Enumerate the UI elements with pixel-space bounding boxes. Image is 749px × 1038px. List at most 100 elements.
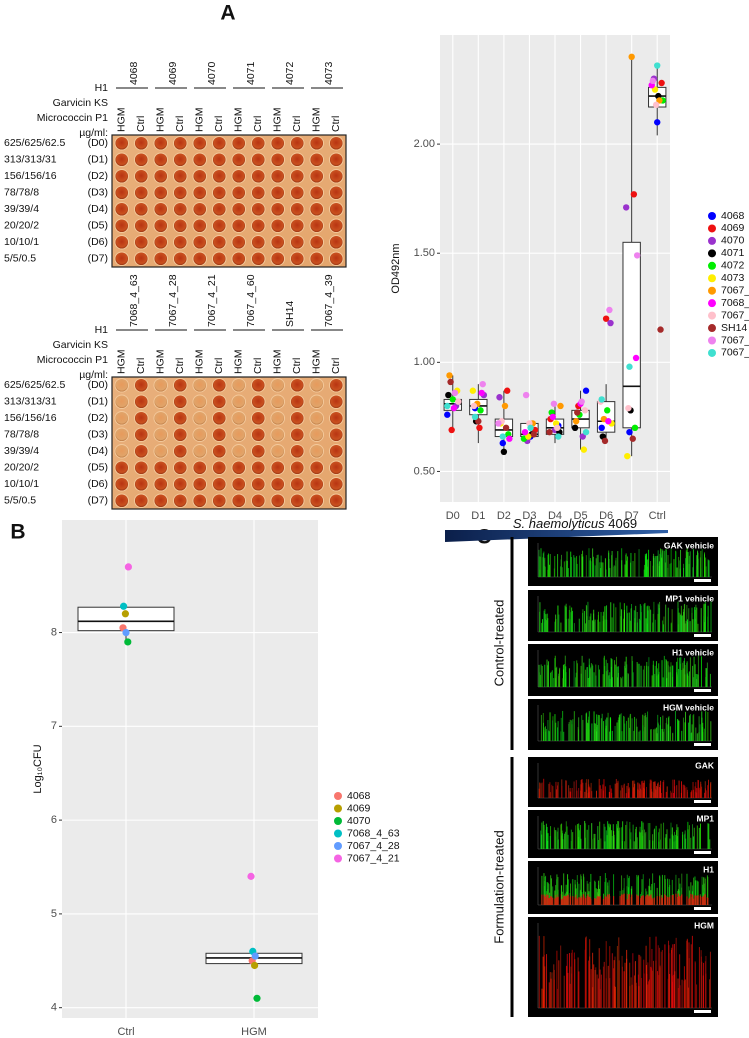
micrograph — [528, 757, 718, 807]
plate-header: µg/ml: — [79, 369, 108, 381]
point — [572, 418, 580, 425]
legend-swatch — [708, 336, 716, 345]
well — [328, 427, 344, 443]
point — [495, 420, 502, 427]
point — [571, 424, 579, 432]
point — [455, 398, 462, 405]
strain: 4069 — [608, 516, 637, 531]
well — [309, 460, 325, 476]
well — [231, 251, 247, 267]
well — [133, 443, 149, 459]
well — [211, 394, 227, 410]
well — [270, 443, 286, 459]
well — [133, 394, 149, 410]
scale-bar — [694, 907, 711, 910]
well — [133, 410, 149, 426]
x-tick-label: D7 — [625, 510, 639, 522]
well — [328, 168, 344, 184]
sub-column: HGM — [116, 350, 128, 375]
sub-column: Ctrl — [213, 116, 225, 132]
well — [270, 460, 286, 476]
point — [557, 402, 564, 410]
point — [445, 391, 452, 399]
well — [231, 168, 247, 184]
plate-header: Garvicin KS — [53, 97, 108, 109]
well — [289, 394, 305, 410]
row-conc: 156/156/16 — [4, 412, 57, 424]
point — [506, 435, 513, 442]
well — [231, 234, 247, 250]
well — [250, 152, 266, 168]
point — [527, 424, 534, 432]
well — [192, 251, 208, 267]
point — [444, 411, 451, 418]
x-tick-label: D6 — [599, 510, 613, 522]
point — [579, 433, 586, 440]
point — [479, 380, 486, 388]
row-dilution: (D1) — [88, 396, 108, 408]
point — [622, 204, 630, 211]
strain-label: 7067_4_21 — [206, 274, 218, 327]
strain-label: 7067_4_60 — [245, 274, 257, 327]
point — [530, 431, 538, 438]
row-conc: 78/78/8 — [4, 187, 39, 199]
point — [450, 404, 458, 412]
group-label: Control-treated — [491, 600, 506, 687]
legend-label: 7067_4_39 — [721, 347, 749, 359]
legend-label: 7068_4_63 — [347, 827, 400, 839]
x-tick-label: D0 — [446, 510, 460, 522]
well — [309, 427, 325, 443]
well — [270, 377, 286, 393]
legend-label: 7068_4_63 — [721, 297, 749, 309]
well — [250, 427, 266, 443]
well — [309, 476, 325, 492]
well — [172, 185, 188, 201]
legend-label: 7067_4_21 — [721, 334, 749, 346]
well — [250, 443, 266, 459]
well — [328, 201, 344, 217]
sub-column: HGM — [155, 108, 167, 133]
plate-header: Micrococcin P1 — [37, 112, 108, 124]
well — [192, 410, 208, 426]
well — [270, 152, 286, 168]
sub-column: HGM — [194, 350, 206, 375]
panel-letter: B — [10, 521, 25, 544]
point — [631, 424, 639, 432]
legend-label: 4069 — [347, 802, 371, 814]
sub-column: Ctrl — [174, 358, 186, 374]
point — [582, 428, 590, 436]
legend-swatch — [708, 311, 716, 320]
well — [172, 135, 188, 151]
strain-label: 4070 — [206, 61, 218, 85]
point — [446, 372, 453, 379]
legend-label: 7067_4_28 — [347, 840, 400, 852]
well — [211, 476, 227, 492]
sub-column: HGM — [272, 350, 284, 375]
strain-label: 4068 — [128, 61, 140, 85]
row-dilution: (D5) — [88, 462, 108, 474]
well — [289, 135, 305, 151]
well — [231, 185, 247, 201]
point — [602, 315, 610, 322]
well — [231, 410, 247, 426]
plate-header: H1 — [95, 324, 109, 336]
sub-column: HGM — [116, 108, 128, 133]
well — [309, 377, 325, 393]
sub-column: Ctrl — [291, 358, 303, 374]
well — [172, 443, 188, 459]
well — [250, 394, 266, 410]
point — [124, 563, 132, 571]
legend-label: 7067_4_28 — [721, 309, 749, 321]
legend-swatch — [708, 212, 716, 220]
well — [172, 234, 188, 250]
y-tick-label: 1.50 — [414, 247, 435, 259]
point — [606, 306, 613, 314]
well — [328, 234, 344, 250]
sub-column: HGM — [194, 108, 206, 133]
point — [471, 413, 479, 421]
well — [328, 218, 344, 234]
well — [328, 394, 344, 410]
row-conc: 20/20/2 — [4, 220, 39, 232]
legend-swatch — [708, 274, 716, 283]
well — [192, 377, 208, 393]
